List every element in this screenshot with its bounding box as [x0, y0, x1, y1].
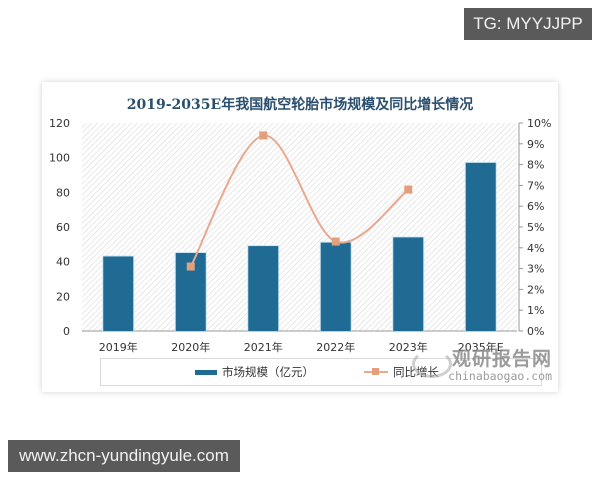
line-marker	[259, 131, 268, 140]
line-marker	[186, 262, 195, 271]
watermark-en: chinabaogao.com	[448, 369, 552, 383]
y2-tick-label: 4%	[527, 242, 544, 255]
x-tick-label: 2020年	[171, 340, 210, 354]
watermark: 观研报告网 chinabaogao.com	[408, 344, 556, 388]
bar	[393, 237, 424, 331]
growth-line-series	[186, 131, 413, 271]
telegram-badge: TG: MYYJJPP	[464, 8, 592, 40]
y2-tick-label: 3%	[527, 263, 544, 276]
y-tick-label: 60	[56, 221, 70, 234]
legend-label: 市场规模（亿元）	[222, 365, 314, 379]
chart-panel: 2019-2035E年我国航空轮胎市场规模及同比增长情况 0 20 40 60 80 10…	[42, 82, 558, 392]
x-tick-label: 2019年	[99, 340, 138, 354]
x-tick-label: 2035年E	[458, 340, 504, 354]
left-y-axis: 0 20 40 60 80 100 120	[49, 117, 70, 338]
bar-swatch-icon	[195, 369, 217, 375]
line-marker	[404, 185, 413, 194]
y2-tick-label: 8%	[527, 159, 544, 172]
y2-tick-label: 5%	[527, 221, 544, 234]
x-axis-labels: 2019年 2020年 2021年 2022年 2023年 2035年E	[99, 340, 504, 354]
y-tick-label: 20	[56, 290, 70, 303]
y-tick-label: 100	[49, 152, 70, 165]
y2-tick-label: 6%	[527, 200, 544, 213]
chart-title: 2019-2035E年我国航空轮胎市场规模及同比增长情况	[126, 97, 474, 113]
y-tick-label: 120	[49, 117, 70, 130]
y2-tick-label: 10%	[527, 117, 551, 130]
plot-background	[82, 123, 517, 332]
x-tick-label: 2023年	[389, 340, 428, 354]
bar	[320, 242, 351, 331]
bar	[103, 256, 134, 331]
y2-tick-label: 0%	[527, 325, 544, 338]
y-tick-label: 40	[56, 256, 70, 269]
line-marker-swatch-icon	[364, 368, 388, 375]
watermark-cn: 观研报告网	[451, 348, 552, 370]
y2-tick-label: 1%	[527, 304, 544, 317]
y2-tick-label: 9%	[527, 138, 544, 151]
y-tick-label: 0	[63, 325, 70, 338]
y-tick-label: 80	[56, 186, 70, 199]
bar-series	[102, 161, 497, 331]
legend-item-market-size: 市场规模（亿元）	[195, 364, 314, 380]
y2-tick-label: 2%	[527, 283, 544, 296]
right-y-axis: 0% 1% 2% 3% 4% 5% 6% 7% 8% 9% 10%	[518, 117, 551, 338]
watermark-logo-icon	[412, 350, 452, 378]
x-tick-label: 2022年	[316, 340, 355, 354]
y2-tick-label: 7%	[527, 179, 544, 192]
bar	[465, 162, 496, 331]
url-badge: www.zhcn-yundingyule.com	[8, 440, 240, 472]
x-tick-label: 2021年	[244, 340, 283, 354]
line-marker	[331, 237, 340, 246]
bar	[248, 246, 279, 331]
